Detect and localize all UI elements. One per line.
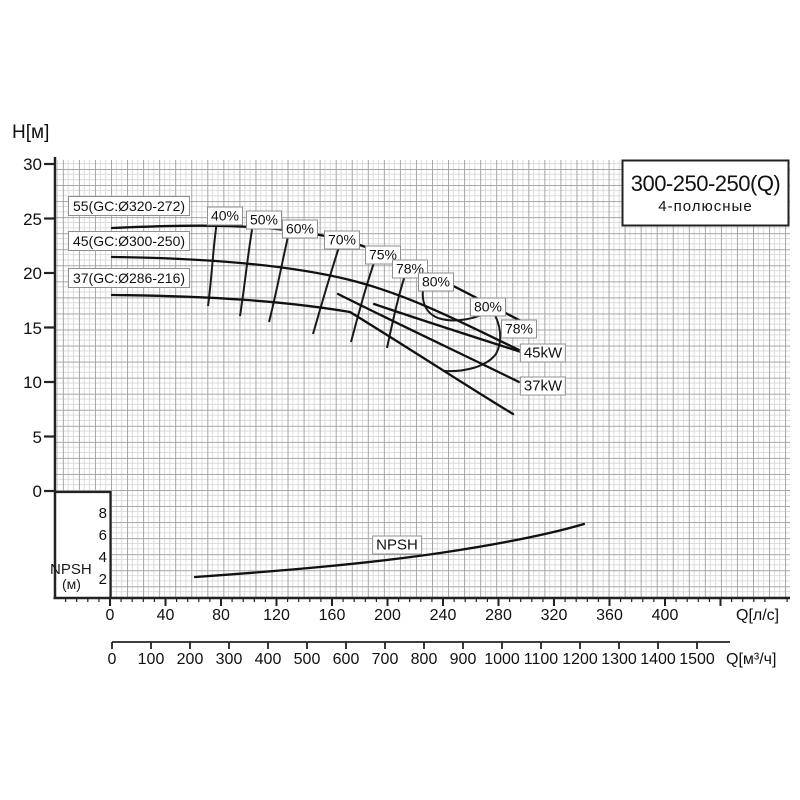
efficiency-label-80: 80% — [417, 272, 455, 292]
title-model: 300-250-250(Q) — [630, 171, 781, 196]
x2-tick-label: 300 — [215, 651, 243, 668]
title-block: 300-250-250(Q) 4-полюсные — [623, 161, 788, 225]
y-tick-label: 10 — [23, 373, 42, 392]
curve-label-55: 55(GC:Ø320-272) — [67, 196, 191, 216]
x1-tick-label: 280 — [485, 607, 512, 624]
power-line-37kw — [336, 292, 521, 384]
npsh-tick-label: 8 — [98, 505, 107, 522]
x1-tick-label: 400 — [651, 607, 679, 624]
npsh-curve — [193, 522, 586, 579]
efficiency-label-60: 60% — [281, 219, 319, 239]
x2-tick-label: 0 — [107, 651, 117, 668]
tick-marks — [44, 162, 788, 649]
x2-tick-label: 1300 — [601, 651, 637, 668]
npsh-tick-label: 2 — [98, 571, 107, 588]
title-poles: 4-полюсные — [658, 198, 753, 215]
power-label-37kw: 37kW — [519, 376, 567, 396]
x2-tick-label: 700 — [371, 651, 399, 668]
x1-tick-label: 120 — [263, 607, 290, 624]
x2-tick-label: 800 — [410, 651, 438, 668]
npsh-panel-border — [56, 490, 112, 598]
efficiency-label-50: 50% — [245, 210, 283, 230]
x1-tick-label: 200 — [374, 607, 401, 624]
efficiency-line-70 — [312, 240, 342, 335]
curve-37 — [110, 293, 515, 416]
npsh-panel — [56, 491, 111, 598]
x2-tick-label: 1400 — [640, 651, 676, 668]
x2-tick-label: 200 — [176, 651, 204, 668]
efficiency-label-80-falling: 80% — [469, 297, 507, 317]
x2-tick-label: 1100 — [523, 651, 559, 668]
x2-tick-label: 600 — [332, 651, 360, 668]
title-box — [621, 159, 790, 227]
x2-tick-label: 400 — [254, 651, 282, 668]
efficiency-label-70: 70% — [323, 230, 361, 250]
x2-tick-label: 1000 — [484, 651, 520, 668]
curve-label-37: 37(GC:Ø286-216) — [67, 268, 191, 288]
x2-axis-title: Q[м³/ч] — [726, 651, 777, 668]
x2-tick-label: 1500 — [679, 651, 715, 668]
y-tick-label: 25 — [23, 209, 42, 229]
x1-tick-label: 0 — [105, 607, 115, 624]
y-axis-title: H[м] — [12, 122, 50, 143]
npsh-curve-label: NPSH — [372, 535, 422, 555]
npsh-axis-title: NPSH — [50, 561, 92, 578]
y-tick-label: 0 — [32, 482, 42, 501]
x2-tick-label: 900 — [449, 651, 477, 668]
x1-tick-label: 240 — [429, 607, 457, 624]
npsh-axis-unit: (м) — [62, 576, 81, 592]
x2-tick-label: 100 — [137, 651, 165, 668]
efficiency-line-50 — [239, 223, 254, 317]
power-label-45kw: 45kW — [519, 343, 567, 363]
curve-45 — [110, 255, 523, 353]
x1-axis-title: Q[л/с] — [736, 607, 780, 624]
y-tick-label: 30 — [23, 155, 42, 174]
npsh-tick-label: 4 — [98, 549, 107, 566]
efficiency-label-40: 40% — [206, 206, 244, 226]
power-line-45kw — [372, 302, 523, 354]
x1-tick-label: 40 — [156, 607, 175, 624]
npsh-tick-label: 6 — [98, 527, 107, 544]
y-tick-label: 5 — [32, 427, 42, 447]
x1-tick-label: 80 — [212, 607, 230, 624]
x1-tick-label: 360 — [596, 607, 623, 624]
x1-tick-label: 320 — [540, 607, 568, 624]
x1-tick-label: 160 — [318, 607, 346, 624]
x2-tick-label: 500 — [293, 651, 321, 668]
curve-label-45: 45(GC:Ø300-250) — [67, 231, 191, 251]
x2-tick-label: 1200 — [562, 651, 598, 668]
y-tick-label: 20 — [23, 264, 42, 283]
y-tick-label: 15 — [23, 318, 42, 338]
efficiency-label-78-falling: 78% — [500, 319, 538, 339]
